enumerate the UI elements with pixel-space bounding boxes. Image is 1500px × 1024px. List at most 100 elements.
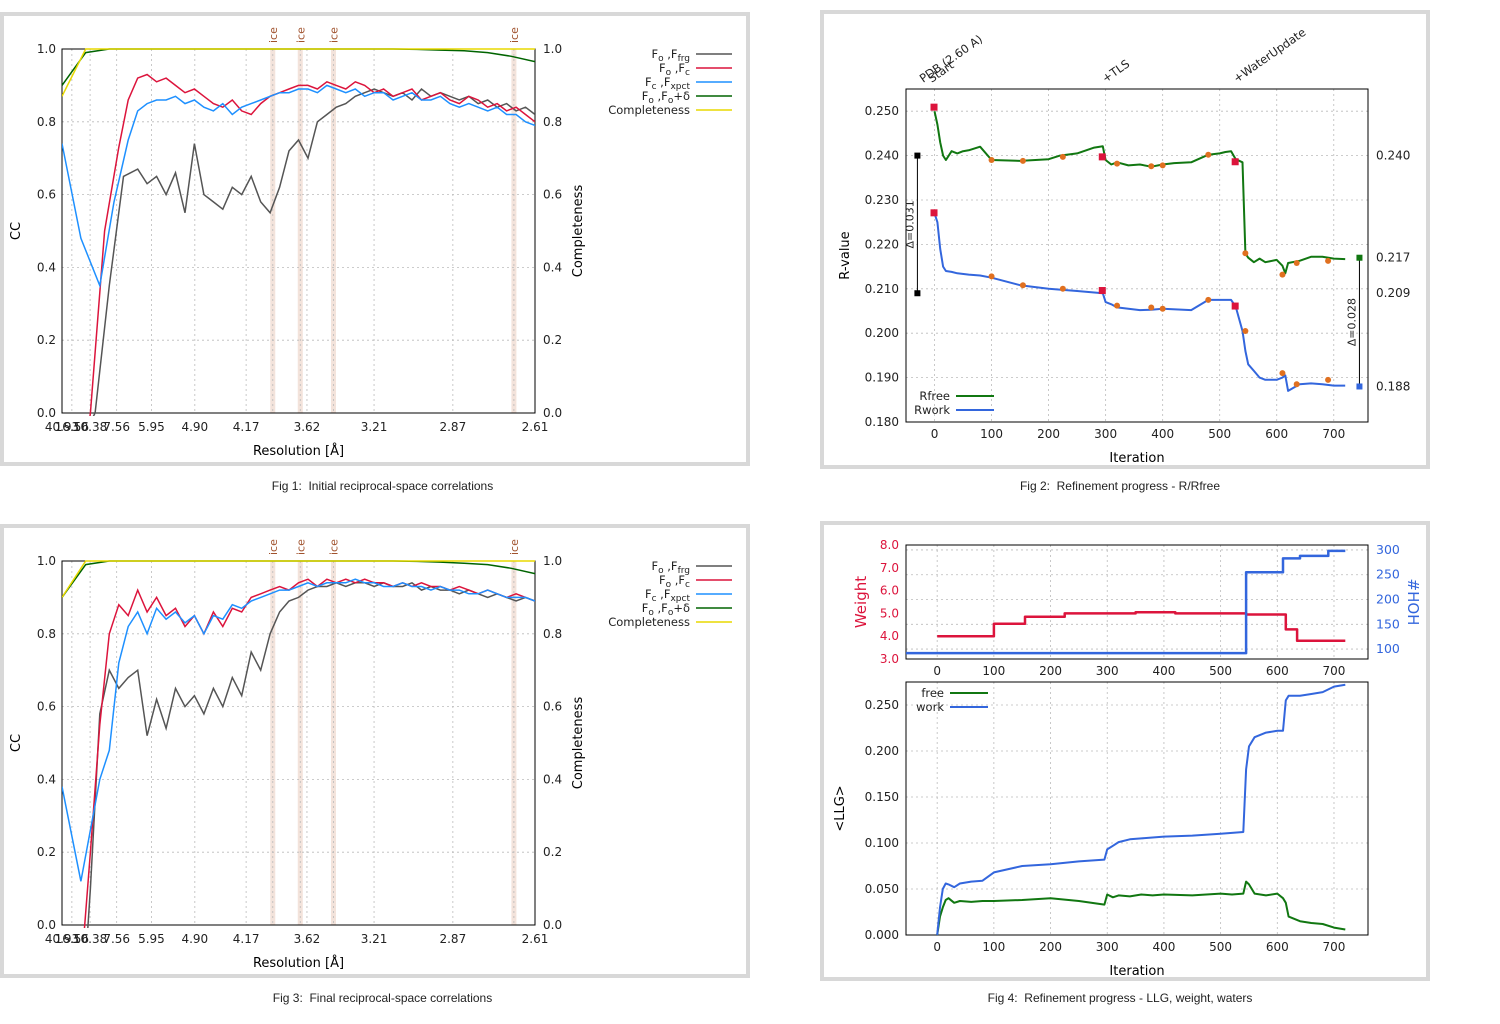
top-annotation-label: +WaterUpdate [1231,25,1309,85]
x-axis-label: Iteration [1109,451,1164,465]
macrocycle-marker [1279,370,1286,377]
right-value-label: 0.217 [1376,251,1410,265]
y-tick-label: 0.250 [865,104,899,118]
fig2-chart: 0 100 200 300 400 500 600 700 0.180 0.190 0.200 0.2… [838,25,1410,465]
weight-tick-label: 3.0 [880,652,899,666]
series-line-red [89,73,535,416]
final-rwork-marker [1356,383,1363,390]
x-tick-label: 400 [1152,940,1175,954]
macrocycle-marker [1159,305,1166,312]
y-tick-label: 0.0 [37,918,56,932]
x-tick-label: 2.61 [522,420,549,434]
x-tick-label: 200 [1039,664,1062,678]
x-tick-label: 4.17 [233,932,260,946]
x-tick-label: 3.62 [294,932,321,946]
fig4-chart: 0 100 200 300 400 500 600 700 3.0 4.0 5.0 6.0 7.0 8.0… [833,538,1422,977]
y2-tick-label: 0.4 [543,772,562,786]
x-tick-label: 16.56 [55,932,89,946]
macrocycle-marker [1205,151,1212,158]
legend-label: Fo ,Fc [659,573,690,590]
y-tick-label: 0.000 [865,928,899,942]
y-tick-label: 0.100 [865,836,899,850]
macrocycle-marker [1279,271,1286,278]
x-axis-label: Iteration [1109,964,1164,977]
y2-tick-label: 1.0 [543,42,562,56]
hoh-tick-label: 250 [1376,567,1400,582]
ice-label: ice [508,539,521,555]
x-tick-label: 5.95 [138,420,165,434]
series-line-red [83,578,535,928]
x-tick-label: 40.93 [45,932,79,946]
macrocycle-marker [1148,304,1155,311]
x-tick-label: 600 [1266,664,1289,678]
x-tick-label: 2.87 [439,420,466,434]
x-tick-label: 3.21 [361,420,388,434]
macrocycle-marker [1059,153,1066,160]
x-axis-label: Resolution [Å] [253,955,344,971]
hoh-tick-label: 300 [1376,542,1400,557]
x-tick-label: 500 [1208,427,1231,441]
x-tick-label: 4.17 [233,420,260,434]
legend-label: Fo ,Fo+δ [642,89,690,106]
series-line-grey [92,87,535,416]
x-tick-label: 0 [933,664,941,678]
x-tick-label: 500 [1209,664,1232,678]
fig1-panel: ice ice ice ice 40.93 16.56 10.38 7.56 5.95 4.90 4… [0,12,750,466]
legend-label: Fc ,Fxpct [645,75,691,92]
legend-label: Completeness [608,615,690,629]
hoh-axis-label: #HOH [1404,579,1422,626]
macrocycle-marker [1205,296,1212,303]
x-tick-label: 7.56 [103,420,130,434]
legend-label: Completeness [608,103,690,117]
delta-left-label: Δ=0.031 [903,200,916,248]
macrocycle-marker [1019,282,1026,289]
llg-work-line [936,683,1346,936]
y-axis-label: CC [9,734,24,752]
x-tick-label: 40.93 [45,420,79,434]
x-tick-label: 100 [980,427,1003,441]
delta-right-label: Δ=0.028 [1345,298,1358,346]
y-tick-label: 0.200 [865,326,899,340]
legend-label-rwork: Rwork [914,403,950,417]
macrocycle-marker [1019,157,1026,164]
y-tick-label: 0.230 [865,193,899,207]
legend-label-work: work [916,700,944,714]
llg-free-line [936,880,1346,936]
y-tick-label: 0.6 [37,188,56,202]
x-tick-label: 300 [1096,664,1119,678]
milestone-marker [1098,153,1106,161]
series-line-grey [87,581,535,928]
fig3-caption: Fig 3: Final reciprocal-space correlatio… [272,991,493,1005]
y2-tick-label: 0.6 [543,188,562,202]
y-tick-label: 0.220 [865,237,899,251]
legend-label: Fo ,Fo+δ [642,601,690,618]
x-tick-label: 300 [1094,427,1117,441]
y-tick-label: 1.0 [37,42,56,56]
x-tick-label: 3.62 [294,420,321,434]
macrocycle-marker [1293,381,1300,388]
pdb-rwork-marker [914,290,921,297]
top-annotation-label: +TLS [1099,57,1132,86]
fig2-panel: 0 100 200 300 400 500 600 700 0.180 0.190 0.200 0.2… [820,10,1430,469]
x-tick-label: 0 [933,940,941,954]
final-rfree-marker [1356,254,1363,261]
y-tick-label: 0.050 [865,882,899,896]
plot-frame [905,544,1369,660]
milestone-marker [1098,287,1106,295]
weight-tick-label: 6.0 [880,584,899,598]
x-axis-label: Resolution [Å] [253,443,344,459]
ice-label: ice [508,27,521,43]
y-axis-label: CC [9,222,24,240]
x-tick-label: 4.90 [181,420,208,434]
legend-label: Fo ,Ffrg [651,47,690,64]
y2-tick-label: 0.6 [543,700,562,714]
y2-tick-label: 0.0 [543,918,562,932]
x-tick-label: 4.90 [181,932,208,946]
macrocycle-marker [988,157,995,164]
y-tick-label: 0.200 [865,744,899,758]
x-tick-label: 300 [1096,940,1119,954]
x-tick-label: 2.87 [439,932,466,946]
milestone-marker [1231,158,1239,166]
legend-label: Fc ,Fxpct [645,587,691,604]
